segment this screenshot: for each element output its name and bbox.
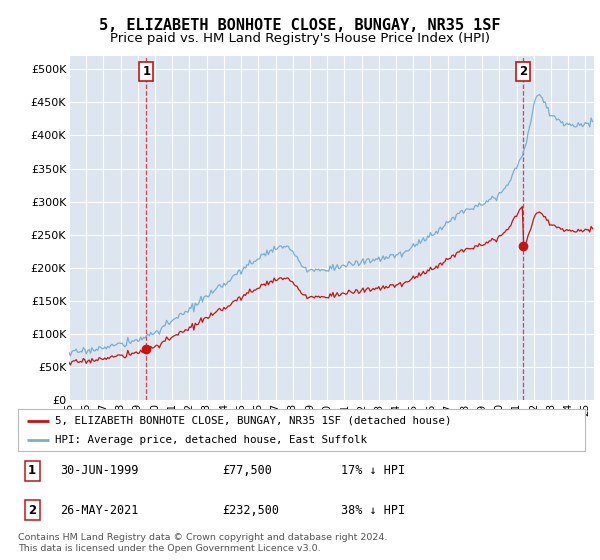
Text: HPI: Average price, detached house, East Suffolk: HPI: Average price, detached house, East… (55, 435, 367, 445)
Text: 30-JUN-1999: 30-JUN-1999 (61, 464, 139, 478)
Text: 26-MAY-2021: 26-MAY-2021 (61, 504, 139, 517)
Text: 1: 1 (28, 464, 36, 478)
Text: 38% ↓ HPI: 38% ↓ HPI (341, 504, 406, 517)
Text: £77,500: £77,500 (222, 464, 272, 478)
Text: 2: 2 (28, 504, 36, 517)
Text: Price paid vs. HM Land Registry's House Price Index (HPI): Price paid vs. HM Land Registry's House … (110, 32, 490, 45)
Text: £232,500: £232,500 (222, 504, 279, 517)
Text: 2: 2 (520, 65, 527, 78)
Text: Contains HM Land Registry data © Crown copyright and database right 2024.
This d: Contains HM Land Registry data © Crown c… (18, 533, 388, 553)
Text: 5, ELIZABETH BONHOTE CLOSE, BUNGAY, NR35 1SF (detached house): 5, ELIZABETH BONHOTE CLOSE, BUNGAY, NR35… (55, 416, 451, 426)
Text: 5, ELIZABETH BONHOTE CLOSE, BUNGAY, NR35 1SF: 5, ELIZABETH BONHOTE CLOSE, BUNGAY, NR35… (99, 18, 501, 33)
Text: 17% ↓ HPI: 17% ↓ HPI (341, 464, 406, 478)
Text: 1: 1 (142, 65, 151, 78)
